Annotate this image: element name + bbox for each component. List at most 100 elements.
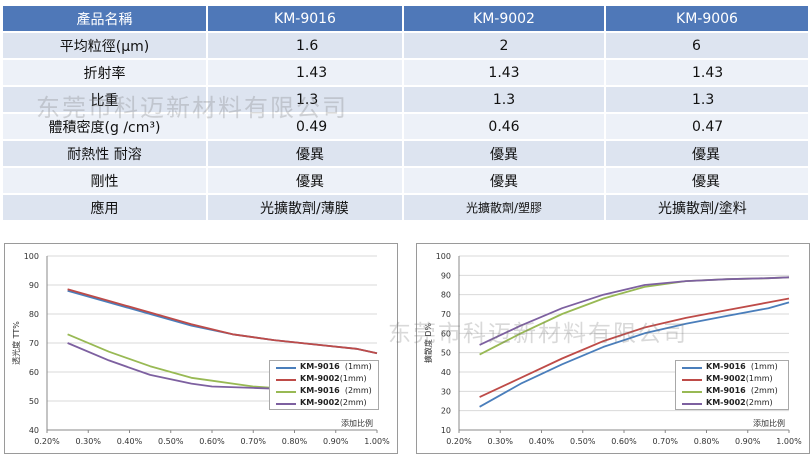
series-line-1: [479, 297, 790, 398]
legend-swatch: [276, 379, 296, 381]
chart-transmittance: 40 50 60 70 80 90 100 0.20% 0.30% 0.40% 0.50% 0.60%…: [4, 243, 398, 454]
x-tick-label: 1.00%: [776, 437, 802, 446]
legend-swatch: [276, 391, 296, 393]
cell-km-9002: 2: [403, 32, 606, 60]
header-product-name: 產品名稱: [3, 6, 208, 33]
legend-swatch: [276, 403, 296, 405]
y-tick-label: 70: [441, 310, 451, 319]
y-tick-label: 70: [29, 339, 39, 348]
legend-swatch: [682, 403, 702, 405]
cell-km-9016: 0.49: [207, 113, 404, 141]
y-tick-label: 60: [29, 368, 39, 377]
y-tick-label: 90: [29, 281, 39, 290]
x-tick-label: 0.50%: [570, 437, 596, 446]
cell-km-9016: 1.3: [207, 86, 404, 114]
x-tick-label: 0.20%: [446, 437, 472, 446]
x-tick-label: 0.40%: [529, 437, 555, 446]
legend-series-name: KM-9002: [706, 374, 746, 383]
legend-swatch: [682, 391, 702, 393]
header-km-9016: KM-9016: [207, 6, 404, 33]
cell-km-9006: 光擴散劑/塗料: [605, 194, 810, 222]
row-label: 比重: [3, 86, 208, 114]
legend-entry: KM-9002(2mm): [676, 397, 788, 409]
legend: KM-9016 (1mm) KM-9002(1mm) KM-9016 (2mm) KM…: [675, 360, 789, 410]
y-axis-label: 擴散度 D%: [423, 322, 433, 363]
legend-series-name: KM-9002: [300, 374, 340, 383]
x-tick-label: 0.60%: [199, 437, 225, 446]
legend-entry: KM-9016 (2mm): [676, 385, 788, 397]
table-row: 平均粒徑(μm) 1.6 2 6: [3, 32, 810, 60]
legend-series-note: (2mm): [745, 398, 773, 407]
x-axis-label: 添加比例: [341, 418, 373, 428]
legend-series-name: KM-9016: [300, 386, 340, 395]
x-tick-label: 0.30%: [488, 437, 514, 446]
cell-km-9016: 1.43: [207, 59, 404, 87]
chart-diffusion-svg: 10 20 30 40 50 60 70 80 90 100 0.20% 0.30% 0.40% 0.50…: [423, 252, 802, 446]
table-row: 比重 1.3 1.3 1.3: [3, 86, 810, 114]
legend-series-note: (2mm): [339, 386, 372, 395]
y-tick-label: 50: [441, 349, 451, 358]
x-tick-label: 0.50%: [158, 437, 184, 446]
cell-km-9016: 優異: [207, 140, 404, 168]
row-label: 折射率: [3, 59, 208, 87]
legend: KM-9016 (1mm) KM-9002(1mm) KM-9016 (2mm) KM…: [269, 360, 379, 410]
cell-km-9006: 1.3: [605, 86, 810, 114]
y-tick-label: 80: [441, 291, 451, 300]
legend-swatch: [682, 379, 702, 381]
table-row: 折射率 1.43 1.43 1.43: [3, 59, 810, 87]
table-header-row: 產品名稱 KM-9016 KM-9002 KM-9006: [3, 6, 810, 33]
table-row: 應用 光擴散劑/薄膜 光擴散劑/塑膠 光擴散劑/塗料: [3, 194, 810, 222]
y-tick-label: 100: [24, 252, 39, 261]
legend-series-note: (1mm): [339, 362, 372, 371]
x-tick-label: 0.80%: [282, 437, 308, 446]
cell-km-9002: 光擴散劑/塑膠: [403, 194, 606, 222]
legend-series-name: KM-9002: [300, 398, 340, 407]
legend-entry: KM-9002(1mm): [676, 373, 788, 385]
cell-km-9016: 1.6: [207, 32, 404, 60]
x-tick-label: 0.70%: [653, 437, 679, 446]
legend-swatch: [276, 367, 296, 369]
y-tick-label: 10: [441, 426, 451, 435]
cell-km-9002: 1.3: [403, 86, 606, 114]
y-tick-label: 90: [441, 271, 451, 280]
legend-series-note: (2mm): [745, 386, 778, 395]
legend-series-name: KM-9002: [706, 398, 746, 407]
y-axis-label: 透光度 TT%: [11, 321, 21, 365]
cell-km-9006: 1.43: [605, 59, 810, 87]
series-line-0: [479, 301, 790, 408]
legend-entry: KM-9002(2mm): [270, 397, 378, 409]
chart-diffusion: 10 20 30 40 50 60 70 80 90 100 0.20% 0.30% 0.40% 0.50…: [416, 243, 810, 454]
y-tick-label: 20: [441, 407, 451, 416]
legend-series-note: (2mm): [339, 398, 367, 407]
y-tick-label: 50: [29, 397, 39, 406]
header-km-9006: KM-9006: [605, 6, 810, 33]
x-tick-label: 0.70%: [241, 437, 267, 446]
x-tick-label: 1.00%: [364, 437, 390, 446]
y-tick-label: 40: [29, 426, 39, 435]
x-tick-label: 0.80%: [694, 437, 720, 446]
cell-km-9006: 0.47: [605, 113, 810, 141]
legend-series-name: KM-9016: [300, 362, 340, 371]
legend-series-note: (1mm): [745, 374, 773, 383]
legend-swatch: [682, 367, 702, 369]
x-tick-label: 0.90%: [735, 437, 761, 446]
cell-km-9006: 6: [605, 32, 810, 60]
x-axis-label: 添加比例: [753, 418, 785, 428]
cell-km-9006: 優異: [605, 140, 810, 168]
table-row: 體積密度(g /cm³) 0.49 0.46 0.47: [3, 113, 810, 141]
series-line-2: [479, 276, 790, 356]
series-line-1: [67, 288, 378, 355]
x-tick-label: 0.20%: [34, 437, 60, 446]
y-tick-label: 80: [29, 310, 39, 319]
legend-entry: KM-9016 (1mm): [270, 361, 378, 373]
row-label: 耐熱性 耐溶: [3, 140, 208, 168]
legend-series-note: (1mm): [745, 362, 778, 371]
legend-entry: KM-9002(1mm): [270, 373, 378, 385]
legend-series-name: KM-9016: [706, 386, 746, 395]
header-km-9002: KM-9002: [403, 6, 606, 33]
legend-entry: KM-9016 (2mm): [270, 385, 378, 397]
cell-km-9002: 1.43: [403, 59, 606, 87]
y-tick-label: 60: [441, 329, 451, 338]
x-tick-label: 0.40%: [117, 437, 143, 446]
row-label: 應用: [3, 194, 208, 222]
